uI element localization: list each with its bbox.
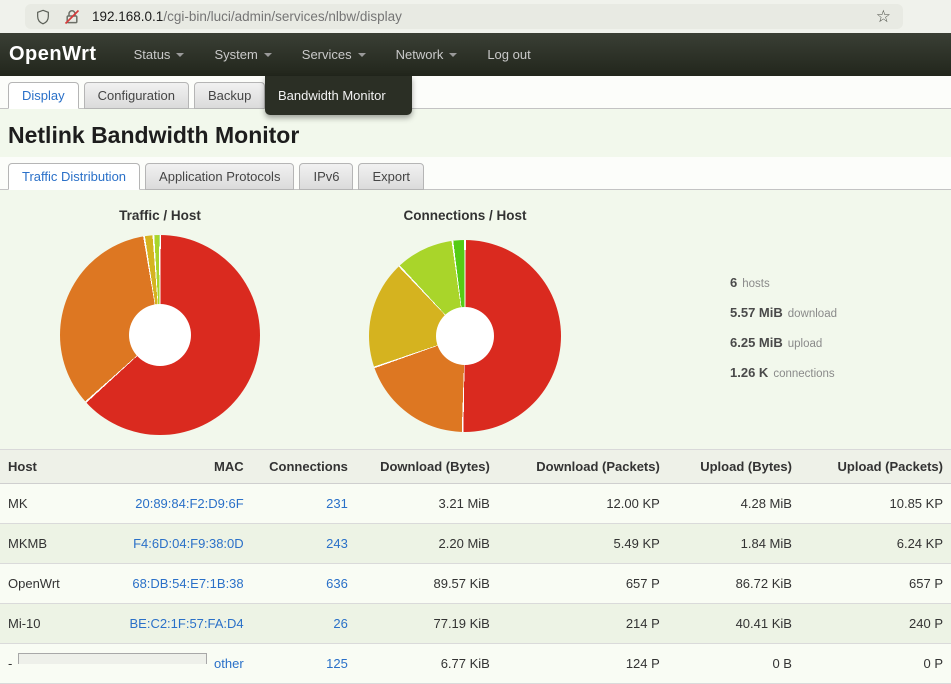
table-row: MK 20:89:84:F2:D9:6F 231 3.21 MiB 12.00 … — [0, 483, 951, 524]
header-download-bytes: Download (Bytes) — [355, 449, 498, 484]
download-bytes-cell: 89.57 KiB — [355, 563, 498, 604]
upload-packets-cell: 10.85 KP — [799, 483, 951, 524]
traffic-per-host-donut-chart — [60, 235, 260, 435]
mac-link[interactable]: 20:89:84:F2:D9:6F — [135, 496, 244, 511]
traffic-per-host-chart-title: Traffic / Host — [119, 208, 201, 223]
menu-item-bandwidth-monitor[interactable]: Bandwidth Monitor — [278, 88, 386, 103]
url-host: 192.168.0.1 — [92, 9, 164, 24]
connections-link[interactable]: 231 — [326, 496, 348, 511]
traffic-table: Host MAC Connections Download (Bytes) Do… — [0, 449, 951, 684]
chevron-down-icon — [449, 53, 458, 57]
url-path: /cgi-bin/luci/admin/services/nlbw/displa… — [163, 9, 402, 24]
chevron-down-icon — [357, 53, 366, 57]
nav-menu: Status System Services Network Log out — [119, 34, 546, 75]
chevron-down-icon — [176, 53, 185, 57]
main-navbar: OpenWrt Status System Services Network L… — [0, 33, 951, 76]
header-download-packets: Download (Packets) — [497, 449, 668, 484]
chevron-down-icon — [263, 53, 272, 57]
view-tabs: Traffic Distribution Application Protoco… — [0, 157, 951, 190]
openwrt-logo: OpenWrt — [9, 43, 97, 65]
insecure-lock-icon[interactable] — [64, 9, 80, 25]
tab-ipv6[interactable]: IPv6 — [299, 163, 354, 190]
tab-display[interactable]: Display — [8, 82, 79, 109]
upload-bytes-cell: 4.28 MiB — [667, 483, 800, 524]
page-title: Netlink Bandwidth Monitor — [8, 122, 300, 148]
stat-upload: 6.25 MiB upload — [730, 335, 823, 350]
header-upload-packets: Upload (Packets) — [799, 449, 951, 484]
upload-packets-cell: 657 P — [799, 563, 951, 604]
mac-link[interactable]: 68:DB:54:E7:1B:38 — [132, 576, 244, 591]
header-mac: MAC — [121, 449, 252, 484]
services-dropdown-menu: Bandwidth Monitor — [265, 76, 412, 115]
browser-toolbar: 192.168.0.1/cgi-bin/luci/admin/services/… — [0, 0, 951, 33]
bookmark-star-icon[interactable]: ☆ — [875, 7, 891, 26]
url-text: 192.168.0.1/cgi-bin/luci/admin/services/… — [92, 9, 402, 24]
tab-traffic-distribution[interactable]: Traffic Distribution — [8, 163, 141, 190]
nav-item-system[interactable]: System — [199, 34, 286, 75]
host-cell: OpenWrt — [0, 563, 122, 604]
download-packets-cell: 12.00 KP — [497, 483, 668, 524]
download-packets-cell: 657 P — [497, 563, 668, 604]
upload-bytes-cell: 40.41 KiB — [667, 603, 800, 644]
download-bytes-cell: 3.21 MiB — [355, 483, 498, 524]
upload-packets-cell: 6.24 KP — [799, 523, 951, 564]
header-host: Host — [0, 449, 122, 484]
connections-link[interactable]: 243 — [326, 536, 348, 551]
nav-item-network[interactable]: Network — [381, 34, 473, 75]
host-cell: Mi-10 — [0, 603, 122, 644]
table-row: MKMB F4:6D:04:F9:38:0D 243 2.20 MiB 5.49… — [0, 523, 951, 564]
header-connections: Connections — [251, 449, 356, 484]
nav-item-status[interactable]: Status — [119, 34, 200, 75]
nav-item-logout[interactable]: Log out — [487, 47, 531, 62]
nav-item-services[interactable]: Services — [287, 34, 381, 75]
tab-configuration[interactable]: Configuration — [83, 82, 189, 109]
address-bar[interactable]: 192.168.0.1/cgi-bin/luci/admin/services/… — [25, 4, 903, 29]
host-cell: MKMB — [0, 523, 122, 564]
summary-stats: 6 hosts 5.57 MiB download 6.25 MiB upload 1… — [730, 274, 837, 394]
header-upload-bytes: Upload (Bytes) — [667, 449, 800, 484]
download-packets-cell: 214 P — [497, 603, 668, 644]
mac-link[interactable]: F4:6D:04:F9:38:0D — [133, 536, 244, 551]
section-tabs: Display Configuration Backup — [0, 76, 951, 109]
download-bytes-cell: 2.20 MiB — [355, 523, 498, 564]
upload-packets-cell: 240 P — [799, 603, 951, 644]
mac-link[interactable]: BE:C2:1F:57:FA:D4 — [129, 616, 244, 631]
download-bytes-cell: 77.19 KiB — [355, 603, 498, 644]
connections-per-host-donut-chart — [369, 240, 561, 432]
upload-bytes-cell: 86.72 KiB — [667, 563, 800, 604]
connections-per-host-chart-title: Connections / Host — [403, 208, 527, 223]
table-header-row: Host MAC Connections Download (Bytes) Do… — [0, 449, 951, 484]
tab-export[interactable]: Export — [358, 163, 425, 190]
shield-icon[interactable] — [35, 9, 51, 25]
host-cell: MK — [0, 483, 122, 524]
connections-link[interactable]: 26 — [333, 616, 348, 631]
stat-hosts: 6 hosts — [730, 275, 770, 290]
charts-section: Traffic / Host Connections / Host 6 hosts… — [0, 190, 951, 449]
table-row: Mi-10 BE:C2:1F:57:FA:D4 26 77.19 KiB 214… — [0, 603, 951, 644]
tab-backup[interactable]: Backup — [193, 82, 266, 109]
download-packets-cell: 5.49 KP — [497, 523, 668, 564]
stat-download: 5.57 MiB download — [730, 305, 837, 320]
table-row: OpenWrt 68:DB:54:E7:1B:38 636 89.57 KiB … — [0, 563, 951, 604]
connections-link[interactable]: 636 — [326, 576, 348, 591]
upload-bytes-cell: 1.84 MiB — [667, 523, 800, 564]
tab-application-protocols[interactable]: Application Protocols — [145, 163, 295, 190]
browser-status-popup — [18, 653, 207, 664]
